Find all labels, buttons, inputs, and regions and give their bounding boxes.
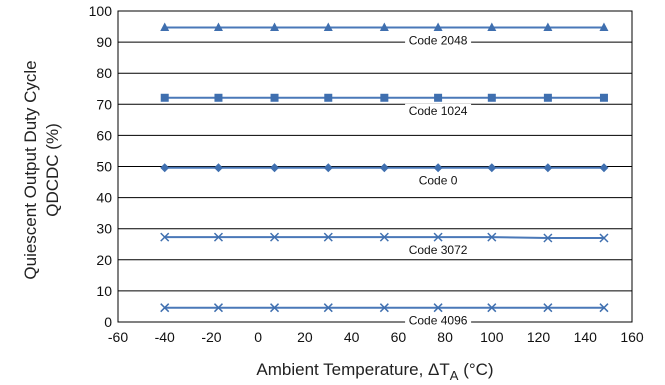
data-point xyxy=(379,303,389,313)
y-tick-label: 40 xyxy=(96,190,112,206)
data-point xyxy=(433,22,443,31)
series-code-1024 xyxy=(160,93,608,102)
x-tick-label: 40 xyxy=(344,329,360,345)
x-tick-label: 80 xyxy=(437,329,453,345)
series-label-background xyxy=(405,103,472,118)
y-tick-label: 70 xyxy=(96,96,112,112)
y-tick-label: 80 xyxy=(96,65,112,81)
series-code-4096 xyxy=(160,303,609,313)
series-labels: Code 2048 Code 1024 Code 0 Code 3072 Code 40… xyxy=(405,33,472,328)
y-axis-title-line-2: QDCDC (%) xyxy=(43,123,62,217)
y-tick-label: 20 xyxy=(96,252,112,268)
data-point xyxy=(543,22,553,31)
x-tick-label: 20 xyxy=(297,329,313,345)
data-point xyxy=(599,22,609,31)
x-tick-label: 0 xyxy=(254,329,262,345)
data-point xyxy=(487,163,497,173)
data-point xyxy=(487,93,496,102)
series-lines xyxy=(160,22,609,313)
series-label: Code 3072 xyxy=(409,243,468,257)
data-point xyxy=(270,232,280,242)
data-point xyxy=(160,22,170,31)
y-tick-label: 10 xyxy=(96,283,112,299)
y-tick-label: 50 xyxy=(96,159,112,175)
x-axis-title-subscript: A xyxy=(450,368,459,383)
data-point xyxy=(323,232,333,242)
data-point xyxy=(487,303,497,313)
data-point xyxy=(379,232,389,242)
series-label: Code 0 xyxy=(419,174,458,188)
data-point xyxy=(379,163,389,173)
data-point xyxy=(543,303,553,313)
data-point xyxy=(433,303,443,313)
y-axis-title-line-1: Quiescent Output Duty Cycle xyxy=(21,60,40,279)
gridlines xyxy=(118,41,632,292)
data-point xyxy=(270,163,280,173)
x-tick-label: 140 xyxy=(574,329,598,345)
data-point xyxy=(323,303,333,313)
data-point xyxy=(543,163,553,173)
series-label: Code 4096 xyxy=(409,314,468,328)
x-axis-title-main: Ambient Temperature, ΔT xyxy=(256,360,449,379)
data-point xyxy=(380,93,389,102)
x-tick-label: 160 xyxy=(620,329,644,345)
data-point xyxy=(543,93,552,102)
data-point xyxy=(270,303,280,313)
data-point xyxy=(270,22,280,31)
data-point xyxy=(160,232,170,242)
data-point xyxy=(379,22,389,31)
data-point xyxy=(543,233,553,243)
series-label: Code 1024 xyxy=(409,104,468,118)
data-point xyxy=(214,93,223,102)
data-point xyxy=(433,163,443,173)
data-point xyxy=(323,163,333,173)
data-point xyxy=(160,93,169,102)
y-tick-label: 100 xyxy=(89,3,113,19)
data-point xyxy=(599,163,609,173)
data-point xyxy=(213,163,223,173)
data-point xyxy=(433,232,443,242)
data-point xyxy=(599,233,609,243)
series-label-background xyxy=(405,243,472,258)
series-code-3072 xyxy=(160,232,609,243)
tick-labels: 0 10 20 30 40 50 60 70 80 90 100 -60 -40 -20 0 20 40 60 80… xyxy=(89,3,644,345)
data-point xyxy=(270,93,279,102)
data-point xyxy=(487,232,497,242)
series-code-2048 xyxy=(160,22,609,31)
x-tick-label: 60 xyxy=(391,329,407,345)
data-point xyxy=(213,232,223,242)
series-label-background xyxy=(405,33,472,48)
x-tick-label: -60 xyxy=(108,329,128,345)
data-point xyxy=(599,93,608,102)
x-axis-title-unit: (°C) xyxy=(458,360,493,379)
x-tick-label: -40 xyxy=(155,329,175,345)
plot-area-frame xyxy=(117,10,633,323)
data-point xyxy=(487,22,497,31)
data-point xyxy=(324,93,333,102)
y-tick-label: 60 xyxy=(96,127,112,143)
data-point xyxy=(213,303,223,313)
data-point xyxy=(434,93,443,102)
data-point xyxy=(213,22,223,31)
y-tick-label: 30 xyxy=(96,221,112,237)
data-point xyxy=(599,303,609,313)
y-tick-label: 0 xyxy=(104,314,112,330)
x-tick-label: -20 xyxy=(201,329,221,345)
y-tick-label: 90 xyxy=(96,34,112,50)
series-label-background xyxy=(405,313,472,328)
series-code-0 xyxy=(160,163,609,173)
x-tick-label: 100 xyxy=(480,329,504,345)
series-label: Code 2048 xyxy=(409,33,468,47)
series-label-background xyxy=(405,173,472,188)
data-point xyxy=(160,303,170,313)
x-tick-label: 120 xyxy=(527,329,551,345)
data-point xyxy=(160,163,170,173)
x-axis-title: Ambient Temperature, ΔTA (°C) xyxy=(256,360,493,383)
data-point xyxy=(323,22,333,31)
